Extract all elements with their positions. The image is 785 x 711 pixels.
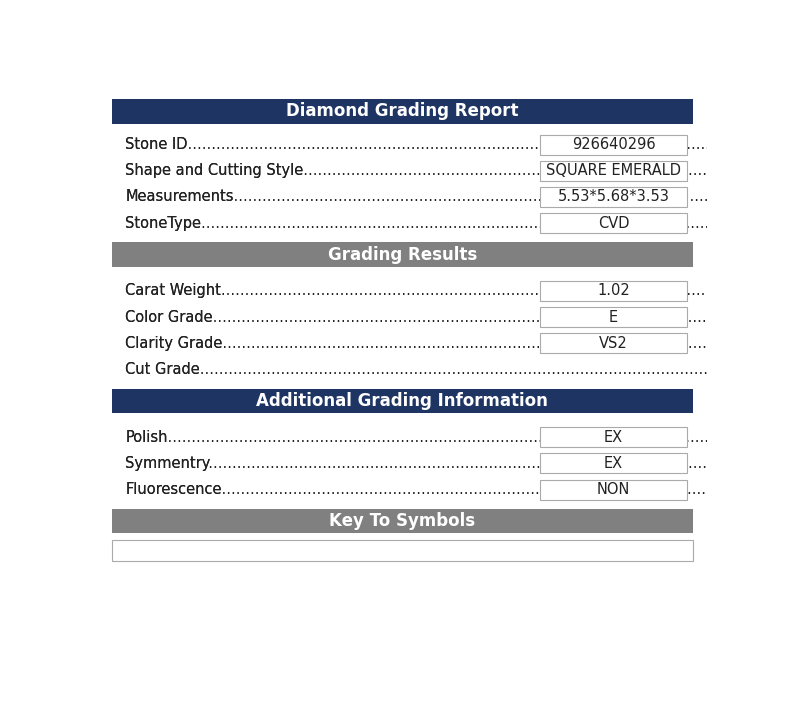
Bar xyxy=(540,479,687,500)
Text: EX: EX xyxy=(604,429,623,444)
Text: VS2: VS2 xyxy=(599,336,628,351)
Bar xyxy=(540,161,687,181)
Text: Stone ID........................................................................: Stone ID................................… xyxy=(126,137,785,152)
Text: Clarity Grade...................................................................: Clarity Grade...........................… xyxy=(126,336,785,351)
Text: Polish..........................................................................: Polish..................................… xyxy=(126,429,785,444)
Text: Clarity Grade: Clarity Grade xyxy=(126,336,223,351)
Text: SQUARE EMERALD: SQUARE EMERALD xyxy=(546,164,681,178)
Text: Measurements....................................................................: Measurements............................… xyxy=(126,189,785,205)
Text: Symmentry.......................................................................: Symmentry...............................… xyxy=(126,456,785,471)
Bar xyxy=(112,540,692,561)
Bar xyxy=(540,307,687,327)
Text: Color Grade.....................................................................: Color Grade.............................… xyxy=(126,309,785,325)
Bar xyxy=(540,333,687,353)
Text: Cut Grade.......................................................................: Cut Grade...............................… xyxy=(126,362,785,377)
Bar xyxy=(540,134,687,154)
Text: Diamond Grading Report: Diamond Grading Report xyxy=(286,102,519,120)
Text: Additional Grading Information: Additional Grading Information xyxy=(257,392,548,410)
Bar xyxy=(540,454,687,474)
Text: Key To Symbols: Key To Symbols xyxy=(329,512,476,530)
Bar xyxy=(112,99,692,124)
Text: 1.02: 1.02 xyxy=(597,284,630,299)
Bar xyxy=(112,242,692,267)
Text: Carat Weight....................................................................: Carat Weight............................… xyxy=(126,284,785,299)
Bar xyxy=(540,213,687,233)
Bar xyxy=(112,509,692,533)
Text: EX: EX xyxy=(604,456,623,471)
Text: Color Grade: Color Grade xyxy=(126,309,213,325)
Text: NON: NON xyxy=(597,482,630,497)
Text: StoneType: StoneType xyxy=(126,215,201,230)
Text: Grading Results: Grading Results xyxy=(327,246,477,264)
Text: Fluorescence: Fluorescence xyxy=(126,482,221,497)
Text: Shape and Cutting Style.........................................................: Shape and Cutting Style.................… xyxy=(126,164,785,178)
Text: Shape and Cutting Style: Shape and Cutting Style xyxy=(126,164,304,178)
Text: E: E xyxy=(609,309,618,325)
Text: Cut Grade: Cut Grade xyxy=(126,362,200,377)
Text: StoneType.......................................................................: StoneType...............................… xyxy=(126,215,785,230)
Bar xyxy=(540,427,687,447)
Bar xyxy=(112,389,692,413)
Text: Measurements: Measurements xyxy=(126,189,234,205)
Text: Fluorescence....................................................................: Fluorescence............................… xyxy=(126,482,785,497)
Text: Carat Weight: Carat Weight xyxy=(126,284,221,299)
Text: 926640296: 926640296 xyxy=(571,137,655,152)
Text: 5.53*5.68*3.53: 5.53*5.68*3.53 xyxy=(557,189,670,205)
Text: Symmentry: Symmentry xyxy=(126,456,210,471)
Text: Stone ID: Stone ID xyxy=(126,137,188,152)
Text: CVD: CVD xyxy=(597,215,630,230)
Bar xyxy=(540,187,687,207)
Bar xyxy=(540,281,687,301)
Text: Polish: Polish xyxy=(126,429,168,444)
